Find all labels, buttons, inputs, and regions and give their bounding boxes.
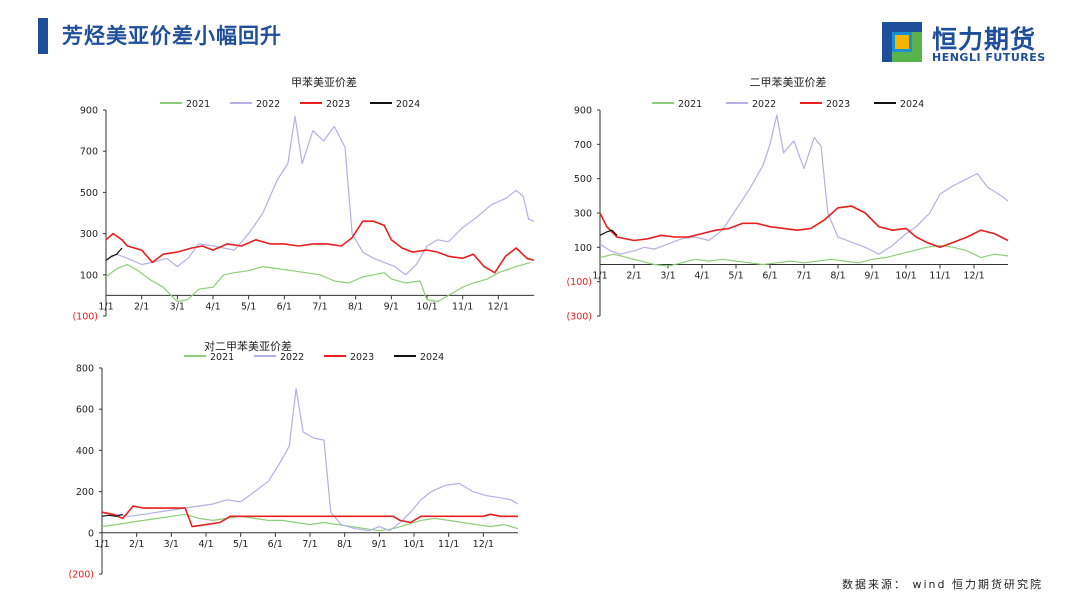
x-tick-label: 1/1 [94,539,109,550]
logo-mark-icon [882,22,922,62]
x-tick-label: 11/1 [438,539,459,550]
slide-title: 芳烃美亚价差小幅回升 [62,24,282,48]
x-tick-label: 4/1 [694,271,709,282]
y-tick-label: 500 [80,188,98,199]
y-tick-label: 800 [76,364,94,375]
y-tick-label: 300 [80,229,98,240]
x-tick-label: 5/1 [728,271,743,282]
title-accent-bar [38,18,48,54]
y-tick-label: 900 [80,106,98,117]
x-tick-label: 8/1 [830,271,845,282]
series-line-2023 [105,220,535,274]
x-tick-label: 5/1 [233,539,248,550]
x-tick-label: 1/1 [98,301,113,312]
x-tick-label: 4/1 [205,301,220,312]
series-line-2023 [101,505,518,528]
y-tick-label: 400 [76,446,94,457]
legend-label-2024: 2024 [900,99,924,110]
x-tick-label: 5/1 [241,301,256,312]
y-tick-label: (300) [566,312,592,323]
x-tick-label: 6/1 [762,271,777,282]
chart-title: 二甲苯美亚价差 [750,75,827,89]
legend-label-2023: 2023 [826,99,850,110]
legend-label-2021: 2021 [210,352,234,363]
x-tick-label: 7/1 [312,301,327,312]
y-tick-label: (100) [566,277,592,288]
y-tick-label: 900 [574,106,592,117]
y-tick-label: 200 [76,487,94,498]
y-tick-label: 300 [574,209,592,220]
x-tick-label: 11/1 [929,271,950,282]
legend-label-2022: 2022 [752,99,776,110]
chart-title: 甲苯美亚价差 [291,75,357,89]
series-line-2023 [599,205,1009,249]
company-logo: 恒力期货 HENGLI FUTURES [882,22,1045,66]
series-line-2021 [105,261,531,303]
x-tick-label: 11/1 [452,301,473,312]
y-tick-label: 600 [76,405,94,416]
x-tick-label: 7/1 [796,271,811,282]
y-tick-label: 700 [574,140,592,151]
logo-name-en: HENGLI FUTURES [932,51,1046,64]
x-tick-label: 10/1 [403,539,424,550]
x-tick-label: 9/1 [864,271,879,282]
x-tick-label: 8/1 [337,539,352,550]
series-line-2021 [599,245,1009,267]
legend-label-2023: 2023 [326,99,350,110]
y-tick-label: 500 [574,174,592,185]
logo-name-cn: 恒力期货 [932,25,1037,54]
y-tick-label: (200) [68,570,94,581]
x-tick-label: 10/1 [895,271,916,282]
legend-label-2022: 2022 [280,352,304,363]
legend-label-2023: 2023 [350,352,374,363]
chart-title: 对二甲苯美亚价差 [204,339,292,353]
series-line-2024 [101,513,123,517]
x-tick-label: 9/1 [384,301,399,312]
series-line-2022 [101,388,519,532]
x-tick-label: 6/1 [268,539,283,550]
y-tick-label: 700 [80,147,98,158]
x-tick-label: 2/1 [626,271,641,282]
data-source: 数据来源： wind 恒力期货研究院 [842,578,1043,591]
series-line-2021 [101,513,519,532]
xylene-spread-chart: 二甲苯美亚价差 2021 2022 2023 2024 900 700 500 300 100 (1… [566,75,1009,323]
x-tick-label: 8/1 [348,301,363,312]
x-tick-label: 3/1 [660,271,675,282]
x-tick-label: 2/1 [129,539,144,550]
legend-label-2024: 2024 [420,352,444,363]
y-tick-label: (100) [72,312,98,323]
series-line-2022 [599,114,1009,255]
x-tick-label: 9/1 [372,539,387,550]
x-tick-label: 4/1 [198,539,213,550]
x-tick-label: 12/1 [488,301,509,312]
legend-label-2021: 2021 [678,99,702,110]
x-tick-label: 10/1 [416,301,437,312]
x-tick-label: 1/1 [592,271,607,282]
legend-label-2021: 2021 [186,99,210,110]
toluene-spread-chart: 甲苯美亚价差 2021 2022 2023 2024 900 700 500 300 100 (10… [72,75,535,323]
x-tick-label: 3/1 [170,301,185,312]
series-line-2022 [105,115,535,276]
legend-label-2024: 2024 [396,99,420,110]
y-tick-label: 0 [88,528,94,539]
x-tick-label: 3/1 [164,539,179,550]
y-tick-label: 100 [80,270,98,281]
x-tick-label: 2/1 [134,301,149,312]
y-tick-label: 100 [574,243,592,254]
series-line-2024 [105,247,123,261]
x-tick-label: 12/1 [473,539,494,550]
x-tick-label: 6/1 [277,301,292,312]
x-tick-label: 7/1 [302,539,317,550]
series-line-2024 [599,229,618,236]
x-tick-label: 12/1 [963,271,984,282]
legend-label-2022: 2022 [256,99,280,110]
